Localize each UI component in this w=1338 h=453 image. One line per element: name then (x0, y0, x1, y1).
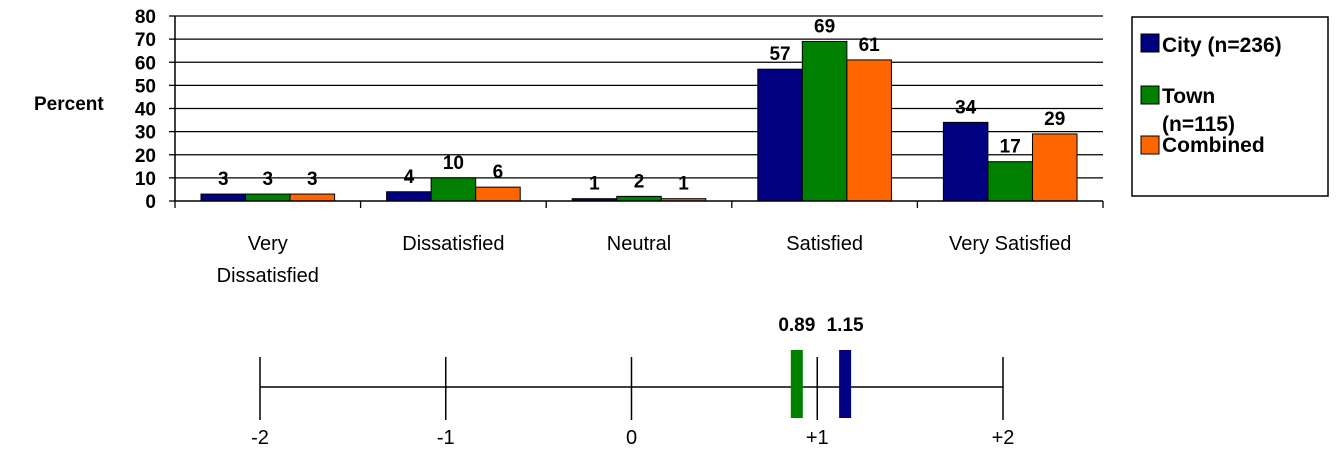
data-label: 6 (493, 162, 504, 183)
data-label: 61 (859, 35, 881, 56)
legend-label: Combined (1162, 134, 1265, 157)
bar (245, 193, 291, 202)
scale-tick-label: -1 (437, 427, 455, 449)
data-label: 57 (769, 44, 790, 65)
scale-tick-label: 0 (626, 427, 637, 449)
bar (801, 40, 848, 202)
scale-marker-label: 1.15 (827, 315, 864, 336)
bar (289, 193, 336, 202)
category-label: Very (248, 233, 288, 255)
scale-tick-label: +2 (992, 427, 1015, 449)
bars (200, 40, 1078, 202)
bar (846, 59, 892, 202)
scale-tick-label: +1 (806, 427, 829, 449)
data-label: 1 (589, 174, 600, 195)
legend-items: City (n=236) Town (n=115)Combined (1140, 33, 1282, 157)
bar (757, 68, 803, 202)
legend: City (n=236) Town (n=115)Combined (1131, 16, 1329, 197)
bar (987, 161, 1033, 202)
legend-label: City (n=236) (1162, 34, 1282, 57)
legend-box (1131, 16, 1329, 197)
bar (430, 177, 477, 202)
y-tick-label: 50 (135, 76, 156, 97)
y-tick-label: 20 (135, 146, 156, 167)
mean-score-scale: -2 -1 0 +1 +2 0.89 1.15 (251, 315, 1014, 449)
y-tick-label: 10 (135, 169, 156, 190)
scale-tick-label: -2 (251, 427, 269, 449)
data-label: 34 (955, 97, 977, 118)
y-tick-label: 40 (135, 100, 156, 121)
scale-markers: 0.89 1.15 (778, 315, 864, 418)
y-tick-label: 80 (135, 7, 156, 28)
legend-label: Town (1162, 85, 1215, 108)
data-label: 17 (1000, 137, 1021, 158)
data-label: 3 (307, 169, 318, 190)
scale-marker (839, 350, 852, 418)
data-label: 4 (404, 167, 415, 188)
y-tick-label: 60 (135, 53, 156, 74)
data-label: 10 (443, 153, 464, 174)
bar (942, 121, 989, 202)
legend-swatch (1140, 33, 1160, 53)
category-label: Neutral (607, 233, 671, 255)
scale-axis: -2 -1 0 +1 +2 (251, 357, 1014, 449)
bar (386, 191, 432, 202)
legend-label: (n=115) (1162, 113, 1235, 136)
category-label: Satisfied (786, 233, 863, 255)
gridlines (169, 15, 1103, 202)
data-label: 2 (634, 171, 645, 192)
data-label: 3 (263, 169, 274, 190)
category-labels: Very Dissatisfied Dissatisfied Neutral Satis… (217, 233, 1072, 287)
y-axis-label: Percent (34, 94, 104, 115)
category-label: Dissatisfied (402, 233, 504, 255)
data-label: 3 (218, 169, 229, 190)
data-label: 29 (1044, 109, 1065, 130)
axes (174, 16, 1104, 208)
y-tick-label: 0 (145, 192, 156, 213)
bar (1031, 133, 1078, 202)
data-label: 1 (678, 174, 689, 195)
bar (200, 193, 247, 202)
y-tick-label: 30 (135, 123, 156, 144)
scale-marker-label: 0.89 (778, 315, 815, 336)
y-tick-label: 70 (135, 30, 156, 51)
bar (475, 186, 521, 202)
category-label: Very Satisfied (949, 233, 1071, 255)
category-label: Dissatisfied (217, 265, 319, 287)
scale-marker (790, 350, 803, 418)
legend-swatch (1140, 135, 1160, 155)
legend-swatch (1140, 85, 1160, 105)
data-label: 69 (814, 16, 835, 37)
